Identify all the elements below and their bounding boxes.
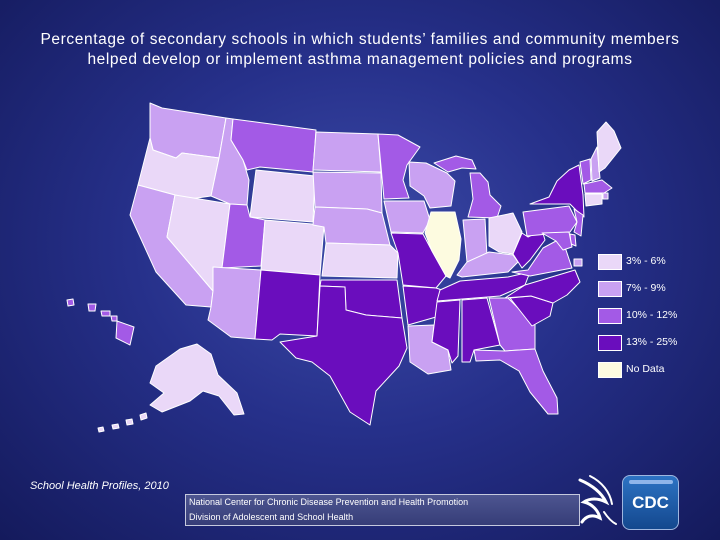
- state-ak-island-4[interactable]: [97, 426, 105, 433]
- source-citation: School Health Profiles, 2010: [30, 480, 169, 492]
- state-il[interactable]: [424, 211, 462, 279]
- legend-label: No Data: [626, 363, 665, 375]
- state-mn[interactable]: [377, 133, 421, 200]
- state-tx[interactable]: [279, 285, 408, 426]
- state-hi-island-4[interactable]: [110, 315, 118, 322]
- state-az[interactable]: [207, 266, 262, 340]
- state-hi-island-3[interactable]: [100, 310, 111, 317]
- state-id[interactable]: [210, 117, 250, 206]
- slide-title: Percentage of secondary schools in which…: [40, 31, 680, 68]
- state-ma[interactable]: [583, 179, 613, 194]
- state-co[interactable]: [260, 219, 325, 276]
- state-ms[interactable]: [431, 299, 461, 364]
- state-tn[interactable]: [436, 271, 531, 302]
- footer-center-name: National Center for Chronic Disease Prev…: [189, 497, 469, 507]
- hhs-eagle-icon: [578, 475, 617, 525]
- state-ak-island-3[interactable]: [111, 423, 120, 430]
- state-ak-island-2[interactable]: [125, 418, 134, 426]
- legend-swatch: [598, 308, 622, 324]
- legend-swatch: [598, 362, 622, 378]
- state-ks[interactable]: [321, 242, 399, 279]
- state-hi-island-5[interactable]: [115, 320, 135, 346]
- state-nj[interactable]: [573, 208, 584, 237]
- state-ia[interactable]: [383, 200, 431, 234]
- state-fl[interactable]: [473, 348, 559, 415]
- state-nd[interactable]: [312, 131, 382, 173]
- state-vt[interactable]: [579, 158, 592, 185]
- legend-label: 13% - 25%: [626, 336, 678, 348]
- legend-swatch: [598, 335, 622, 351]
- state-wi[interactable]: [408, 161, 456, 209]
- state-ak[interactable]: [149, 343, 245, 416]
- state-dc[interactable]: [573, 258, 583, 267]
- state-md[interactable]: [541, 231, 573, 251]
- legend-label: 7% - 9%: [626, 282, 666, 294]
- state-mi-up[interactable]: [433, 155, 477, 173]
- state-wy[interactable]: [249, 169, 316, 223]
- logo-accent: [629, 480, 673, 484]
- legend-swatch: [598, 281, 622, 297]
- state-pa[interactable]: [522, 205, 578, 237]
- state-ct[interactable]: [584, 193, 603, 207]
- state-mo[interactable]: [390, 232, 447, 289]
- legend-label: 3% - 6%: [626, 255, 666, 267]
- cdc-logo-text: CDC: [632, 493, 669, 512]
- state-ri[interactable]: [602, 192, 609, 200]
- footer-division-name: Division of Adolescent and School Health: [189, 512, 354, 522]
- state-ne[interactable]: [312, 206, 391, 246]
- state-nc[interactable]: [504, 269, 581, 304]
- state-wa[interactable]: [149, 102, 227, 159]
- state-hi-island-1[interactable]: [66, 298, 75, 307]
- footer-banner: National Center for Chronic Disease Prev…: [185, 494, 580, 526]
- state-ak-island-1[interactable]: [139, 412, 148, 421]
- state-hi-island-2[interactable]: [87, 303, 97, 312]
- state-me[interactable]: [596, 121, 622, 173]
- state-nm[interactable]: [254, 269, 321, 341]
- cdc-logo: CDC: [622, 475, 679, 530]
- state-ny[interactable]: [529, 164, 585, 218]
- state-wv[interactable]: [512, 229, 546, 269]
- legend-swatch: [598, 254, 622, 270]
- state-mi[interactable]: [467, 172, 502, 219]
- legend-label: 10% - 12%: [626, 309, 678, 321]
